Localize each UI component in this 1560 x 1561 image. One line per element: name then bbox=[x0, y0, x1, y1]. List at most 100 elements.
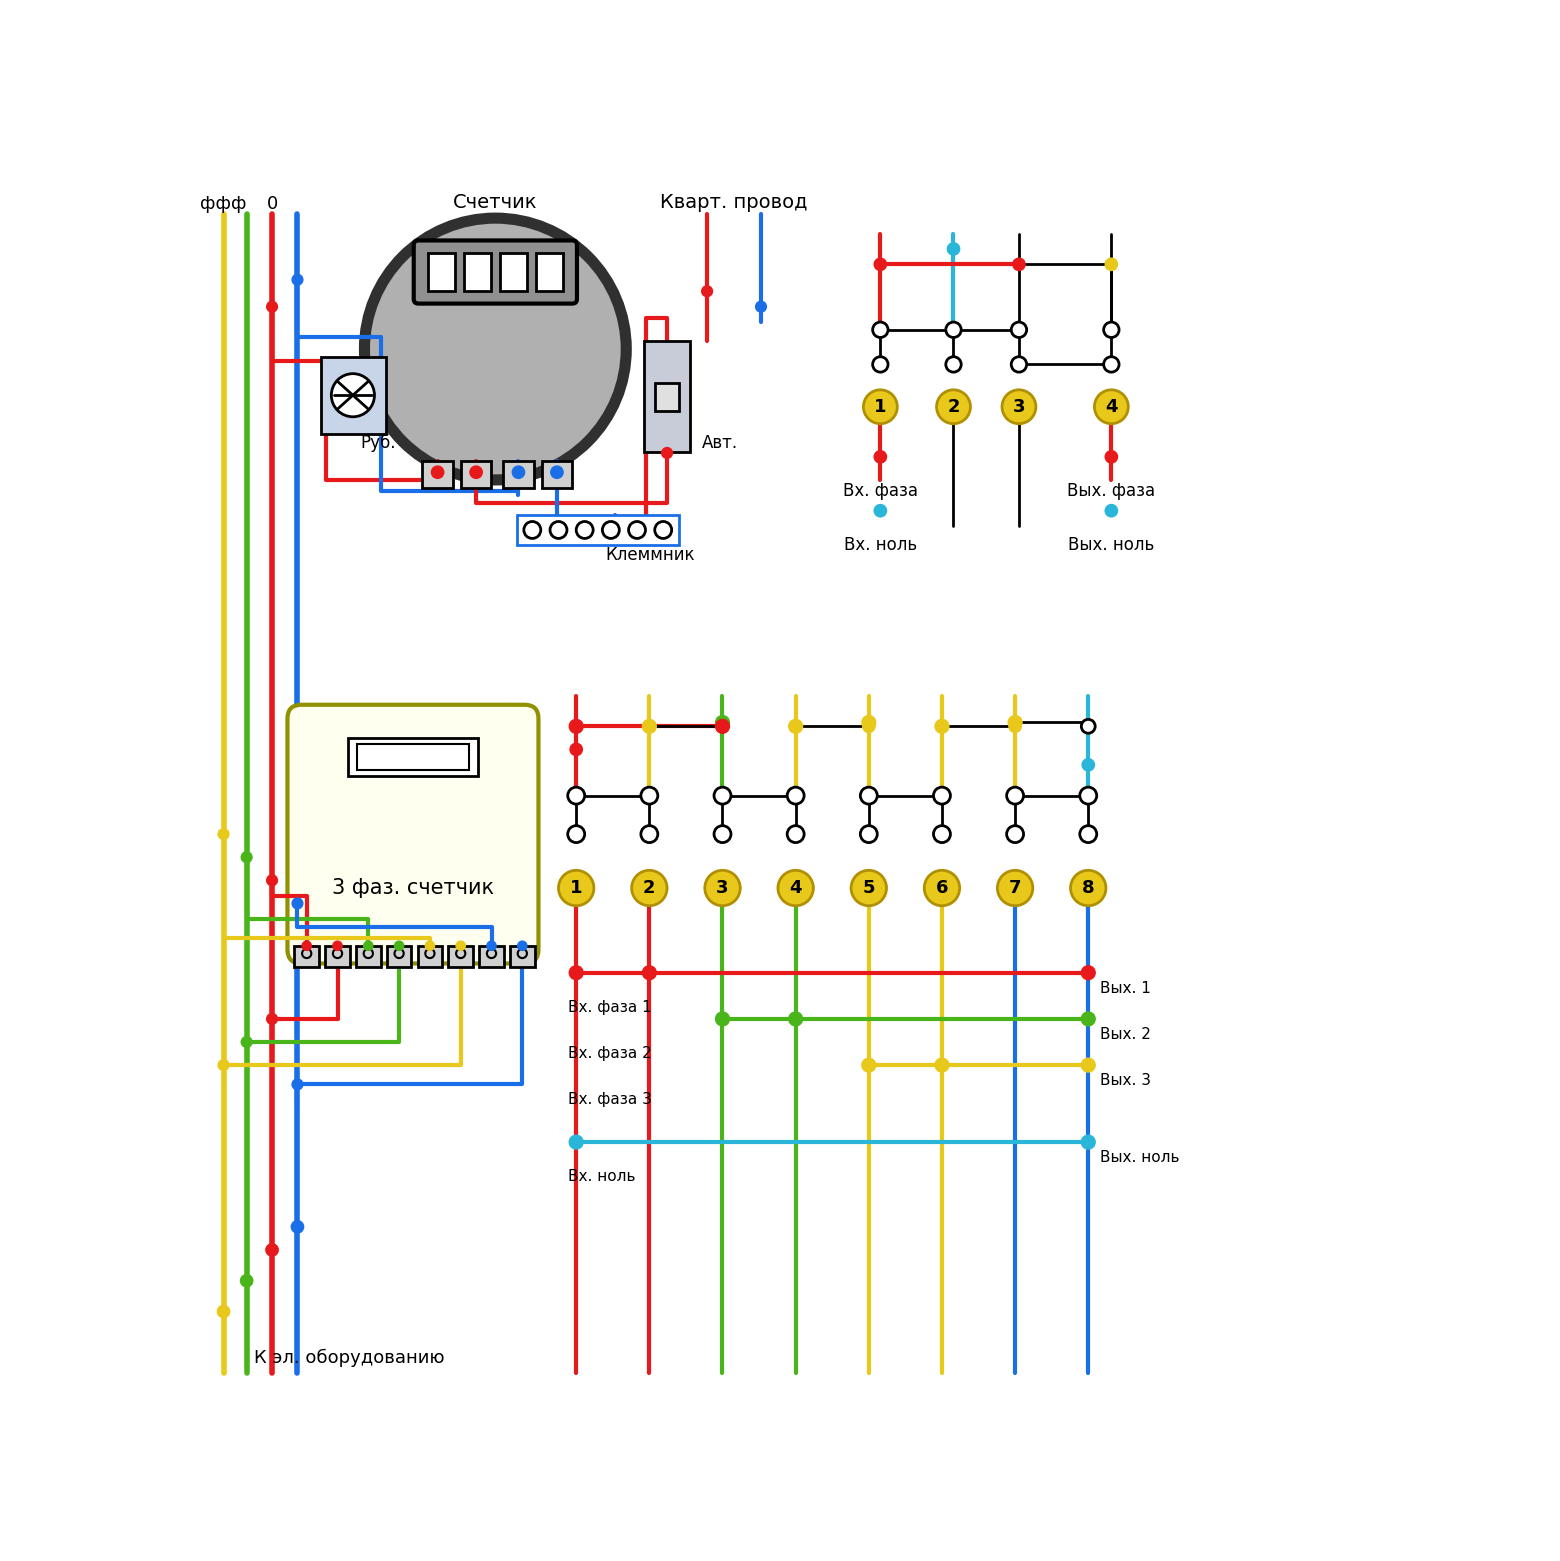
Circle shape bbox=[641, 826, 658, 843]
Circle shape bbox=[1070, 871, 1106, 905]
Circle shape bbox=[716, 720, 730, 734]
Text: 4: 4 bbox=[1104, 398, 1117, 415]
Circle shape bbox=[789, 1012, 802, 1026]
Circle shape bbox=[860, 787, 877, 804]
Text: Вх. фаза: Вх. фаза bbox=[842, 482, 917, 501]
Circle shape bbox=[874, 258, 886, 270]
Text: Вых. 1: Вых. 1 bbox=[1100, 980, 1151, 996]
Bar bbox=[357, 745, 470, 770]
Circle shape bbox=[716, 1012, 730, 1026]
Circle shape bbox=[303, 941, 312, 951]
Circle shape bbox=[1103, 322, 1119, 337]
Circle shape bbox=[755, 301, 766, 312]
Circle shape bbox=[1104, 258, 1117, 270]
Text: ффф: ффф bbox=[200, 195, 246, 214]
FancyBboxPatch shape bbox=[287, 704, 538, 963]
Circle shape bbox=[788, 787, 803, 804]
Bar bbox=[516, 515, 679, 545]
Text: Авт.: Авт. bbox=[702, 434, 738, 453]
Bar bbox=[295, 946, 318, 968]
Circle shape bbox=[292, 275, 303, 286]
Circle shape bbox=[872, 322, 888, 337]
Text: Вых. 2: Вых. 2 bbox=[1100, 1027, 1151, 1041]
Circle shape bbox=[569, 743, 582, 756]
Text: 6: 6 bbox=[936, 879, 948, 898]
Text: 2: 2 bbox=[947, 398, 959, 415]
Text: Руб.: Руб. bbox=[360, 434, 396, 453]
Bar bbox=[324, 946, 349, 968]
Circle shape bbox=[363, 949, 373, 958]
Bar bbox=[537, 253, 563, 292]
Circle shape bbox=[861, 1058, 875, 1072]
Circle shape bbox=[524, 521, 541, 539]
Circle shape bbox=[1103, 357, 1119, 372]
Text: К эл. оборудованию: К эл. оборудованию bbox=[254, 1349, 445, 1367]
Text: Клеммник: Клеммник bbox=[605, 546, 694, 564]
Circle shape bbox=[1009, 720, 1022, 732]
Circle shape bbox=[1008, 715, 1022, 729]
Circle shape bbox=[331, 373, 374, 417]
Circle shape bbox=[945, 357, 961, 372]
Circle shape bbox=[1006, 826, 1023, 843]
Bar bbox=[510, 946, 535, 968]
Circle shape bbox=[863, 390, 897, 423]
Circle shape bbox=[292, 1221, 304, 1233]
FancyBboxPatch shape bbox=[644, 340, 690, 453]
Bar bbox=[499, 253, 527, 292]
Circle shape bbox=[332, 949, 342, 958]
Circle shape bbox=[643, 720, 655, 732]
Text: 8: 8 bbox=[1083, 879, 1095, 898]
Circle shape bbox=[426, 949, 435, 958]
Circle shape bbox=[456, 949, 465, 958]
Circle shape bbox=[602, 521, 619, 539]
Circle shape bbox=[432, 467, 443, 478]
Circle shape bbox=[632, 871, 668, 905]
Text: 1: 1 bbox=[569, 879, 582, 898]
Circle shape bbox=[1081, 1135, 1095, 1149]
Text: Вых. 3: Вых. 3 bbox=[1100, 1072, 1151, 1088]
Circle shape bbox=[267, 1013, 278, 1024]
Text: 3: 3 bbox=[716, 879, 729, 898]
Circle shape bbox=[1081, 1012, 1095, 1026]
Circle shape bbox=[1080, 826, 1097, 843]
Circle shape bbox=[551, 467, 563, 478]
Circle shape bbox=[1011, 357, 1026, 372]
Bar bbox=[423, 460, 452, 487]
Circle shape bbox=[512, 467, 524, 478]
Text: Счетчик: Счетчик bbox=[452, 194, 538, 212]
Bar bbox=[418, 946, 441, 968]
Circle shape bbox=[558, 871, 594, 905]
Text: 7: 7 bbox=[1009, 879, 1022, 898]
Text: 1: 1 bbox=[874, 398, 886, 415]
Bar bbox=[655, 382, 679, 411]
Circle shape bbox=[218, 1060, 229, 1071]
Text: Вх. ноль: Вх. ноль bbox=[568, 1169, 636, 1185]
Text: Кварт. провод: Кварт. провод bbox=[660, 194, 808, 212]
Circle shape bbox=[1080, 787, 1097, 804]
Circle shape bbox=[861, 715, 875, 729]
Circle shape bbox=[242, 852, 253, 863]
Circle shape bbox=[860, 826, 877, 843]
Bar bbox=[479, 946, 504, 968]
Circle shape bbox=[292, 898, 303, 909]
FancyBboxPatch shape bbox=[413, 240, 577, 303]
Circle shape bbox=[643, 720, 657, 734]
Circle shape bbox=[789, 720, 802, 734]
Circle shape bbox=[1012, 258, 1025, 270]
Circle shape bbox=[702, 286, 713, 297]
Circle shape bbox=[716, 720, 729, 732]
Circle shape bbox=[1002, 390, 1036, 423]
Circle shape bbox=[332, 941, 342, 951]
Text: Вх. ноль: Вх. ноль bbox=[844, 537, 917, 554]
Circle shape bbox=[1104, 504, 1117, 517]
Circle shape bbox=[945, 322, 961, 337]
Text: Вых. ноль: Вых. ноль bbox=[1100, 1150, 1179, 1165]
Circle shape bbox=[1083, 759, 1095, 771]
Circle shape bbox=[872, 357, 888, 372]
Circle shape bbox=[1095, 390, 1128, 423]
Circle shape bbox=[518, 941, 527, 951]
Text: Вх. фаза 2: Вх. фаза 2 bbox=[568, 1046, 652, 1061]
Circle shape bbox=[716, 715, 730, 729]
Circle shape bbox=[997, 871, 1033, 905]
Circle shape bbox=[705, 871, 739, 905]
